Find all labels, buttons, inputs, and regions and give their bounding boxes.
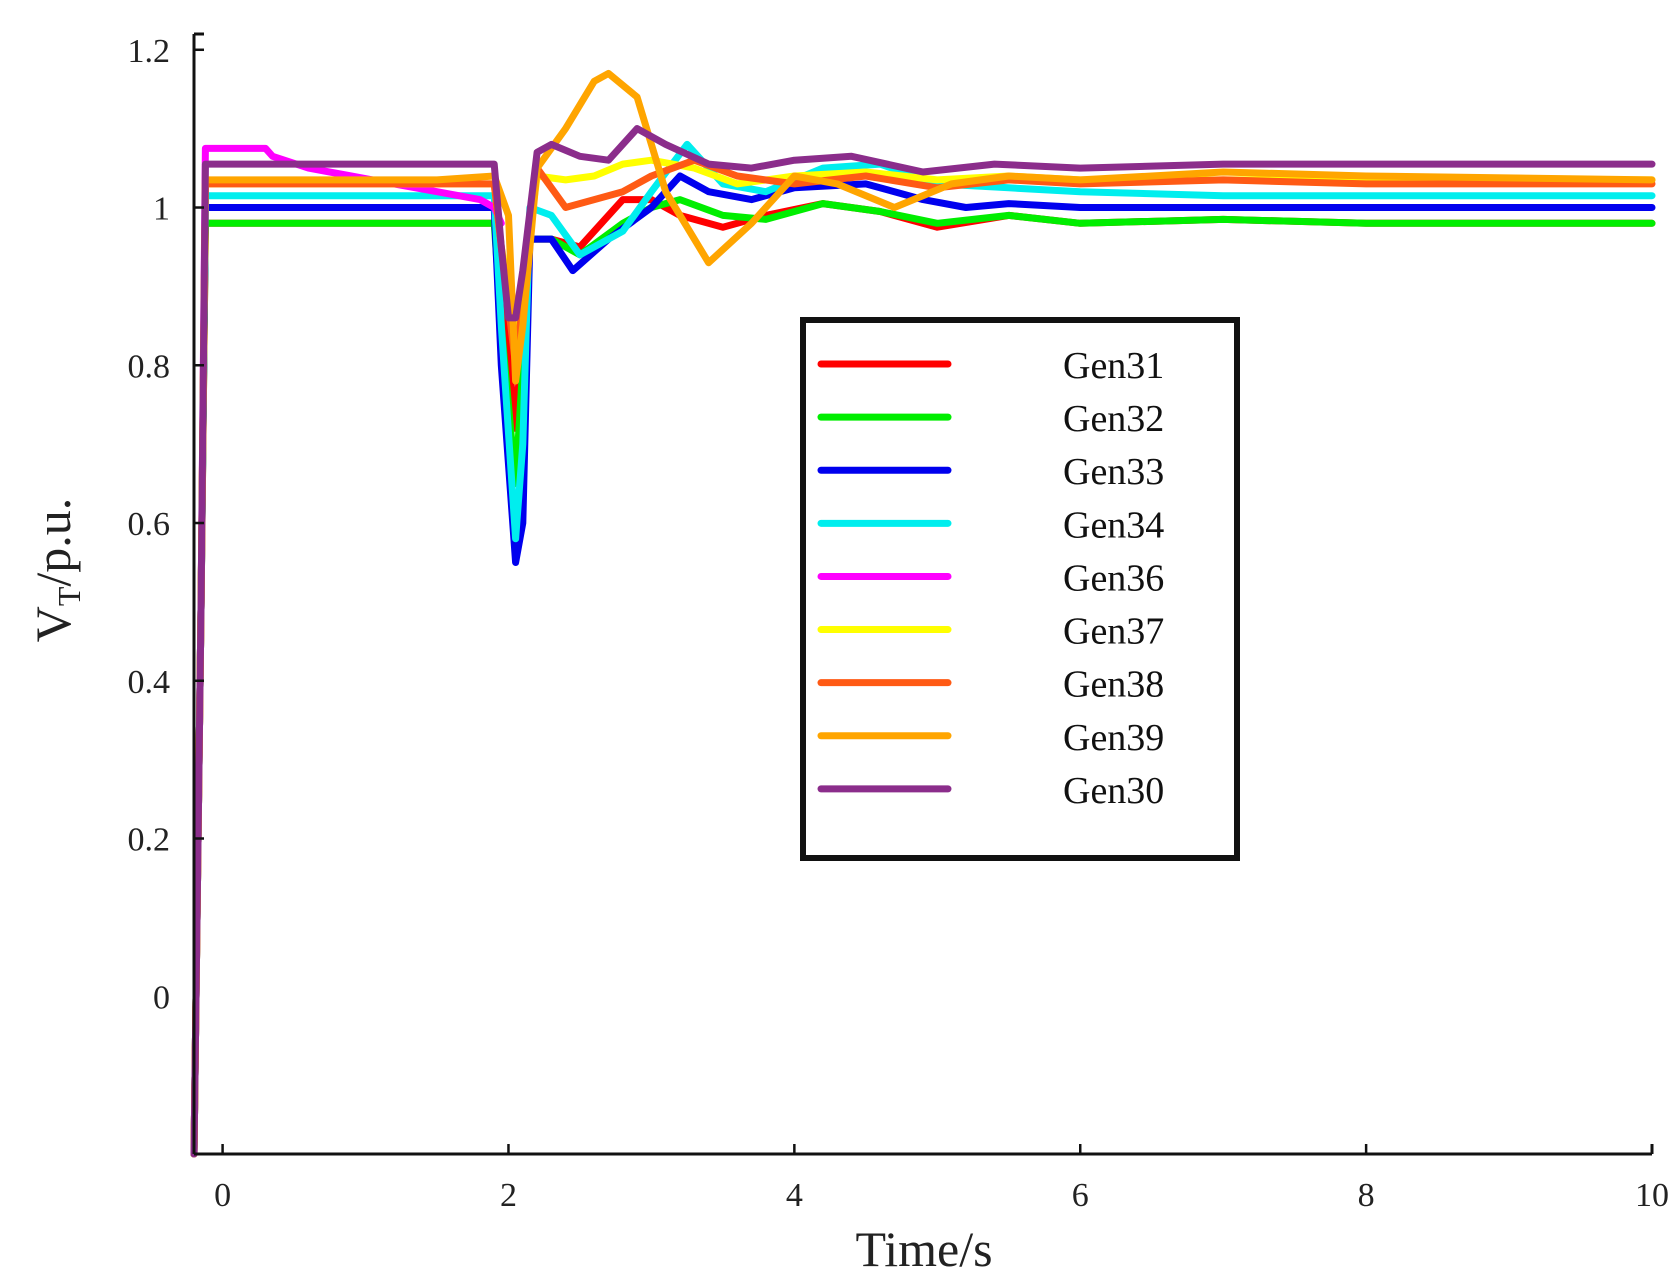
series-line-gen34	[190, 140, 1656, 1158]
legend-label-gen38: Gen38	[1063, 664, 1164, 706]
legend-label-gen32: Gen32	[1063, 398, 1164, 440]
legend-label-gen34: Gen34	[1063, 504, 1164, 546]
ticks: 0 2 4 6 8 10 0 0.2 0.4 0.6 0.8 1 1.2	[128, 33, 1670, 1214]
y-tick-label: 0.2	[128, 822, 171, 859]
legend-label-gen31: Gen31	[1063, 345, 1164, 387]
y-tick-label: 1.2	[128, 33, 171, 70]
y-axis-title: VT/p.u.	[25, 498, 87, 643]
legend-label-gen36: Gen36	[1063, 557, 1164, 599]
y-tick-label: 1	[153, 191, 170, 228]
plot-lines	[190, 69, 1656, 1158]
y-tick-label: 0	[153, 979, 170, 1016]
legend: Gen31 Gen32 Gen33 Gen34 Gen36 Gen37 Gen38 Gen39…	[800, 317, 1240, 861]
y-tick-label: 0.6	[128, 506, 171, 543]
legend-label-gen39: Gen39	[1063, 717, 1164, 759]
y-axis-title-sub: T	[51, 586, 87, 606]
x-tick-label: 8	[1358, 1177, 1375, 1214]
legend-label-gen33: Gen33	[1063, 451, 1164, 493]
x-tick-label: 2	[500, 1177, 517, 1214]
legend-label-gen30: Gen30	[1063, 770, 1164, 812]
x-tick-label: 0	[214, 1177, 231, 1214]
x-tick-label: 10	[1635, 1177, 1669, 1214]
x-axis-title: Time/s	[855, 1221, 992, 1277]
series-line-gen30	[190, 125, 1656, 1158]
y-tick-label: 0.4	[128, 664, 171, 701]
x-tick-label: 4	[786, 1177, 803, 1214]
y-axis-title-rest: /p.u.	[25, 498, 81, 587]
legend-label-gen37: Gen37	[1063, 611, 1164, 653]
y-tick-label: 0.8	[128, 348, 171, 385]
y-axis-title-main: V	[25, 606, 81, 642]
legend-box	[800, 317, 1240, 861]
x-tick-label: 6	[1072, 1177, 1089, 1214]
